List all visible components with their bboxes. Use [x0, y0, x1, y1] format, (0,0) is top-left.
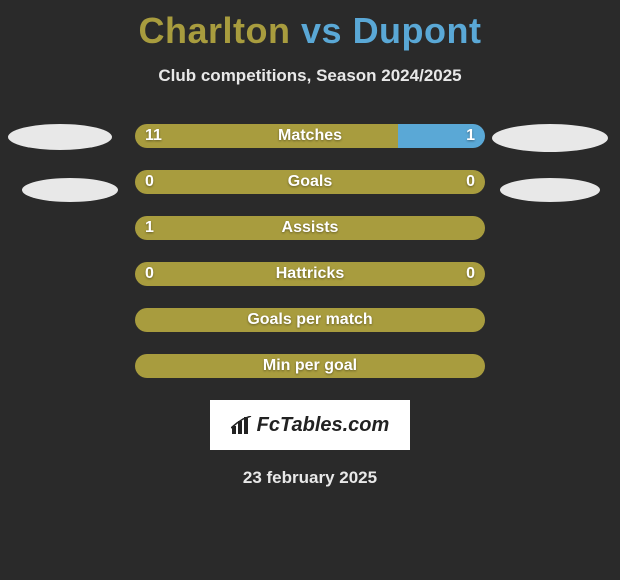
avatar-ellipse — [500, 178, 600, 202]
avatar-ellipse — [492, 124, 608, 152]
avatar-ellipse — [8, 124, 112, 150]
stat-bar-row: Goals00 — [135, 170, 485, 194]
stat-bar-left — [135, 262, 485, 286]
page-title: Charlton vs Dupont — [0, 0, 620, 52]
stat-bar-left — [135, 354, 485, 378]
date-line: 23 february 2025 — [0, 468, 620, 488]
stat-bar-right — [398, 124, 486, 148]
chart-icon — [231, 416, 253, 434]
stat-bar-left — [135, 170, 485, 194]
stat-bar-row: Assists1 — [135, 216, 485, 240]
avatar-ellipse — [22, 178, 118, 202]
player2-name: Dupont — [353, 10, 482, 51]
stat-bar-row: Min per goal — [135, 354, 485, 378]
stat-bar-left — [135, 124, 398, 148]
stat-bar-left — [135, 308, 485, 332]
logo-text: FcTables.com — [257, 414, 390, 437]
logo-box: FcTables.com — [210, 400, 410, 450]
stat-bar-left — [135, 216, 485, 240]
stats-bars-container: Matches111 Goals00 Assists1 Hattricks00 Goal… — [0, 124, 620, 378]
logo: FcTables.com — [231, 414, 390, 437]
vs-text: vs — [301, 10, 342, 51]
stat-bar-row: Goals per match — [135, 308, 485, 332]
stat-bar-row: Hattricks00 — [135, 262, 485, 286]
subtitle: Club competitions, Season 2024/2025 — [0, 66, 620, 86]
stat-bar-row: Matches111 — [135, 124, 485, 148]
player1-name: Charlton — [138, 10, 290, 51]
